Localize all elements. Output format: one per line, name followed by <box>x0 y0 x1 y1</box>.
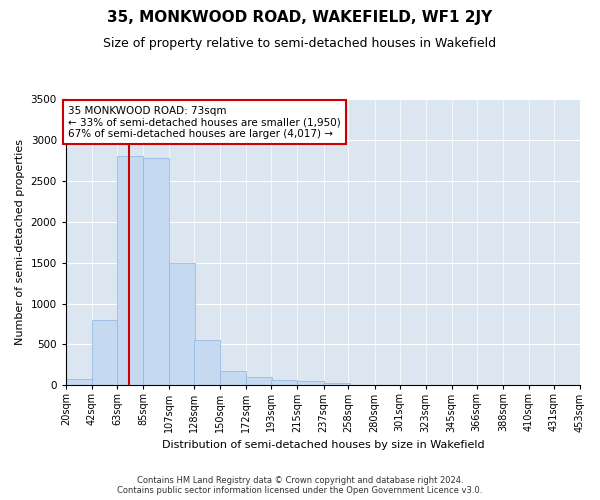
Bar <box>143 158 169 386</box>
X-axis label: Distribution of semi-detached houses by size in Wakefield: Distribution of semi-detached houses by … <box>161 440 484 450</box>
Text: Contains HM Land Registry data © Crown copyright and database right 2024.
Contai: Contains HM Land Registry data © Crown c… <box>118 476 482 495</box>
Y-axis label: Number of semi-detached properties: Number of semi-detached properties <box>15 139 25 345</box>
Text: 35 MONKWOOD ROAD: 73sqm
← 33% of semi-detached houses are smaller (1,950)
67% of: 35 MONKWOOD ROAD: 73sqm ← 33% of semi-de… <box>68 106 341 138</box>
Bar <box>298 382 323 386</box>
Bar <box>92 320 118 386</box>
Bar <box>66 379 92 386</box>
Bar <box>194 340 220 386</box>
Bar <box>117 156 143 386</box>
Text: 35, MONKWOOD ROAD, WAKEFIELD, WF1 2JY: 35, MONKWOOD ROAD, WAKEFIELD, WF1 2JY <box>107 10 493 25</box>
Bar <box>247 377 272 386</box>
Bar <box>220 371 247 386</box>
Bar <box>323 383 350 386</box>
Text: Size of property relative to semi-detached houses in Wakefield: Size of property relative to semi-detach… <box>103 38 497 51</box>
Bar <box>271 380 298 386</box>
Bar <box>169 262 195 386</box>
